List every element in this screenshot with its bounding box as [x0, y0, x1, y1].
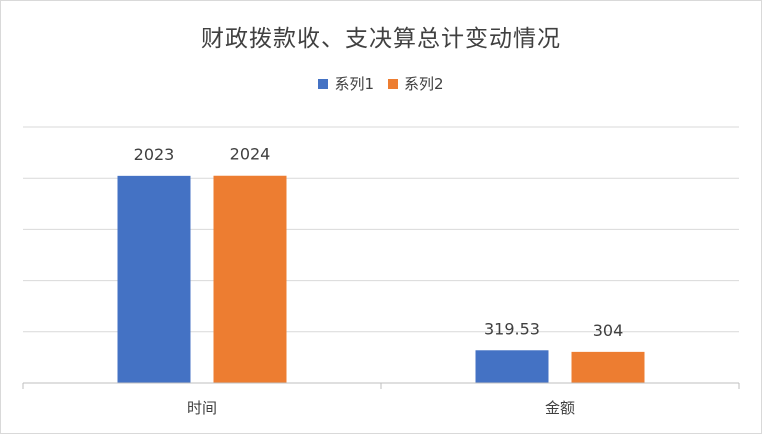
bar-series-1-category-1	[117, 175, 191, 383]
data-labels: 2023 2024 319.53 304	[134, 145, 624, 340]
legend-swatch-series-1	[318, 78, 329, 89]
legend-item-series-1: 系列1	[318, 73, 374, 94]
legend-swatch-series-2	[388, 78, 398, 89]
data-label-series-1-category-2: 319.53	[484, 319, 540, 338]
bar-series-2-category-2	[571, 351, 645, 383]
x-tick-label-2: 金额	[545, 399, 575, 417]
legend: 系列1 系列2	[1, 73, 761, 94]
data-label-series-1-category-1: 2023	[134, 145, 175, 164]
legend-item-series-2: 系列2	[388, 73, 444, 94]
x-tick-label-1: 时间	[187, 399, 217, 417]
bar-series-1-category-2	[475, 350, 549, 383]
bars	[117, 175, 645, 383]
data-label-series-2-category-2: 304	[593, 321, 624, 340]
legend-label-series-1: 系列1	[334, 75, 374, 93]
bar-series-2-category-1	[213, 175, 287, 383]
legend-label-series-2: 系列2	[404, 75, 444, 93]
data-label-series-2-category-1: 2024	[230, 145, 271, 164]
chart-title: 财政拨款收、支决算总计变动情况	[201, 26, 561, 52]
x-axis: 时间 金额	[22, 382, 740, 417]
